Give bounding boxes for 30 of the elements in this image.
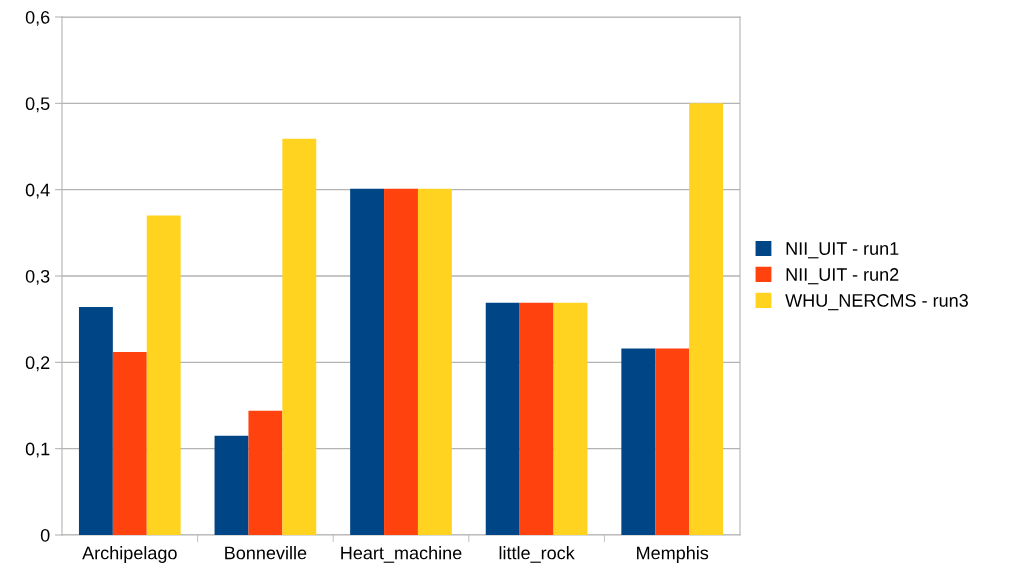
y-tick-label: 0,1 bbox=[25, 442, 50, 458]
bar bbox=[417, 188, 452, 535]
bar bbox=[282, 138, 317, 535]
bar bbox=[621, 348, 656, 535]
x-tick-label: Memphis bbox=[637, 546, 709, 563]
bar bbox=[112, 351, 147, 535]
bar bbox=[248, 410, 283, 535]
bar bbox=[519, 302, 554, 535]
y-tick-label: 0,2 bbox=[25, 356, 50, 372]
legend-label: WHU_NERCMS - run3 bbox=[785, 294, 968, 311]
bar bbox=[214, 435, 249, 535]
y-tick-label: 0,6 bbox=[25, 10, 50, 26]
y-tick-label: 0,5 bbox=[25, 97, 50, 113]
bar bbox=[689, 103, 724, 535]
x-tick-label: little_rock bbox=[499, 546, 575, 563]
legend-label: NII_UIT - run1 bbox=[786, 242, 899, 259]
bar bbox=[553, 302, 588, 535]
y-tick-label: 0,3 bbox=[25, 269, 50, 285]
x-tick-label: Archipelago bbox=[82, 546, 177, 563]
bar bbox=[384, 188, 418, 535]
bar bbox=[146, 215, 181, 535]
bar bbox=[485, 302, 520, 535]
y-tick-label: 0 bbox=[40, 528, 50, 542]
x-tick-label: Heart_machine bbox=[341, 546, 462, 563]
bar bbox=[78, 307, 113, 535]
x-tick-label: Bonneville bbox=[225, 546, 307, 560]
legend-label: NII_UIT - run2 bbox=[786, 268, 899, 285]
bar bbox=[350, 188, 385, 535]
y-tick-label: 0,4 bbox=[25, 183, 50, 199]
bar bbox=[655, 348, 690, 535]
